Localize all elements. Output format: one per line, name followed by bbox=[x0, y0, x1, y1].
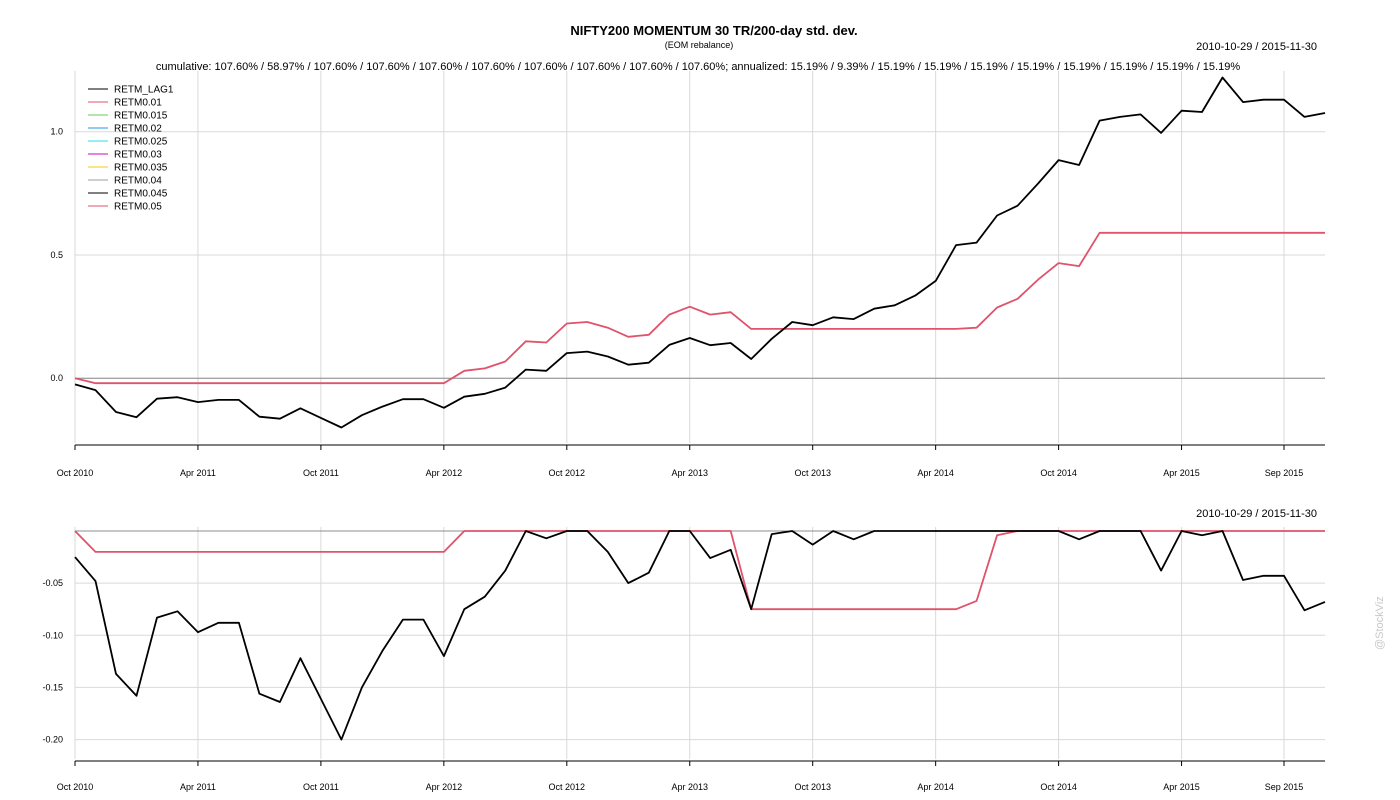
cumulative-xtick-label: Sep 2015 bbox=[1265, 468, 1304, 478]
legend-label-RETM_LAG1: RETM_LAG1 bbox=[114, 85, 174, 96]
legend-label-RETM0.02: RETM0.02 bbox=[114, 124, 162, 135]
drawdown-xtick-label: Apr 2015 bbox=[1163, 782, 1200, 792]
cumulative-xtick-label: Apr 2013 bbox=[671, 468, 708, 478]
legend-label-RETM0.025: RETM0.025 bbox=[114, 137, 168, 148]
chart-title: NIFTY200 MOMENTUM 30 TR/200-day std. dev… bbox=[570, 23, 857, 38]
drawdown-series-RETM_LAG1 bbox=[74, 530, 1326, 741]
chart-subtitle: (EOM rebalance) bbox=[665, 40, 734, 50]
plot-layer: 1.0 0.5 0.0 Oct 2010 Apr 2011 Oct 2011 Apr 201… bbox=[42, 71, 1326, 792]
drawdown-ytick-label: -0.20 bbox=[42, 735, 63, 745]
cumulative-ytick-label: 0.5 bbox=[50, 250, 63, 260]
top-date-range: 2010-10-29 / 2015-11-30 bbox=[1196, 41, 1317, 53]
legend-label-RETM0.03: RETM0.03 bbox=[114, 150, 162, 161]
cumulative-xtick-label: Apr 2011 bbox=[180, 468, 216, 478]
drawdown-xtick-label: Oct 2014 bbox=[1040, 782, 1077, 792]
bottom-date-range: 2010-10-29 / 2015-11-30 bbox=[1196, 508, 1317, 520]
cumulative-xtick-label: Oct 2010 bbox=[57, 468, 94, 478]
drawdown-xtick-label: Oct 2011 bbox=[303, 782, 339, 792]
legend-label-RETM0.015: RETM0.015 bbox=[114, 111, 168, 122]
drawdown-ytick-label: -0.10 bbox=[42, 630, 63, 640]
cumulative-xtick-label: Oct 2012 bbox=[549, 468, 586, 478]
drawdown-ytick-label: -0.05 bbox=[42, 578, 63, 588]
drawdown-ytick-label: -0.15 bbox=[42, 682, 63, 692]
watermark: @StockViz bbox=[1374, 596, 1386, 650]
cumulative-xtick-label: Apr 2014 bbox=[917, 468, 954, 478]
cumulative-xtick-label: Oct 2014 bbox=[1040, 468, 1077, 478]
cumulative-series-RETM0.01 bbox=[74, 231, 1325, 385]
drawdown-xtick-label: Oct 2012 bbox=[549, 782, 586, 792]
summary-line: cumulative: 107.60% / 58.97% / 107.60% /… bbox=[156, 61, 1240, 73]
drawdown-xtick-label: Apr 2014 bbox=[917, 782, 954, 792]
cumulative-xtick-label: Apr 2012 bbox=[426, 468, 463, 478]
drawdown-xtick-label: Apr 2012 bbox=[426, 782, 463, 792]
legend-label-RETM0.045: RETM0.045 bbox=[114, 189, 168, 200]
drawdown-xtick-label: Apr 2011 bbox=[180, 782, 216, 792]
cumulative-ytick-label: 0.0 bbox=[50, 373, 63, 383]
legend-label-RETM0.035: RETM0.035 bbox=[114, 163, 168, 174]
drawdown-xtick-label: Oct 2013 bbox=[794, 782, 831, 792]
drawdown-series-RETM0.01 bbox=[74, 530, 1325, 611]
legend-label-RETM0.01: RETM0.01 bbox=[114, 98, 162, 109]
cumulative-series-RETM_LAG1 bbox=[74, 76, 1326, 429]
cumulative-xtick-label: Oct 2013 bbox=[794, 468, 831, 478]
cumulative-xtick-label: Apr 2015 bbox=[1163, 468, 1200, 478]
drawdown-xtick-label: Oct 2010 bbox=[57, 782, 94, 792]
legend-label-RETM0.04: RETM0.04 bbox=[114, 176, 162, 187]
legend-label-RETM0.05: RETM0.05 bbox=[114, 202, 162, 213]
drawdown-xtick-label: Apr 2013 bbox=[671, 782, 708, 792]
cumulative-xtick-label: Oct 2011 bbox=[303, 468, 339, 478]
cumulative-ytick-label: 1.0 bbox=[50, 127, 63, 137]
drawdown-xtick-label: Sep 2015 bbox=[1265, 782, 1304, 792]
